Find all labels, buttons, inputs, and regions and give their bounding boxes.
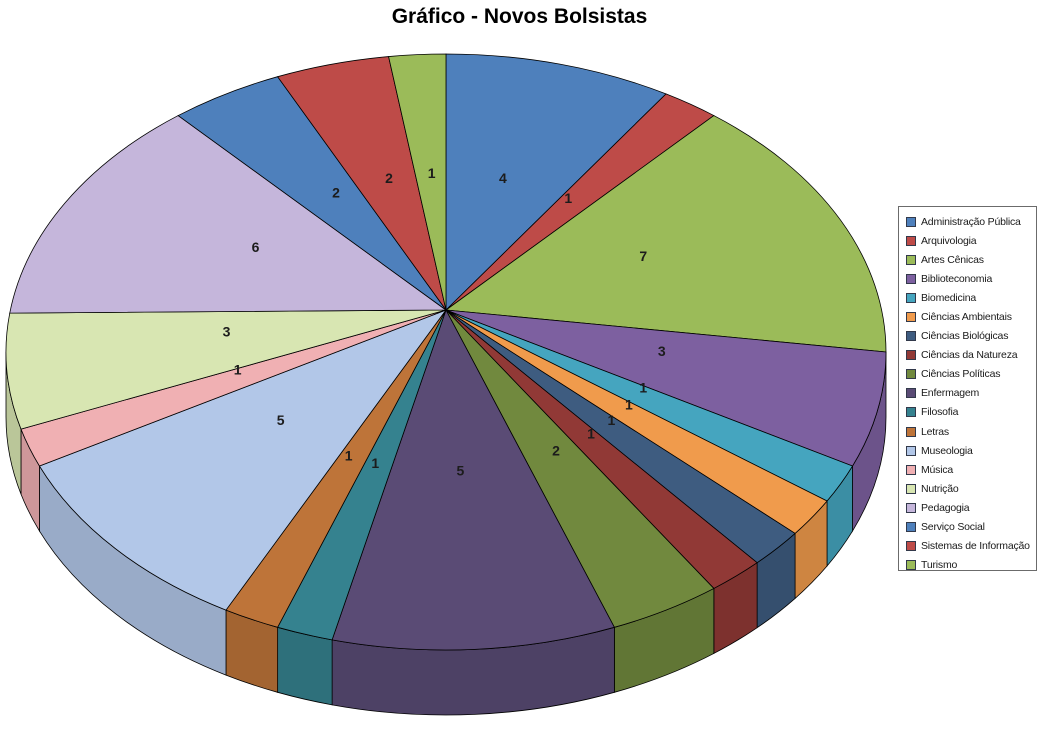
pie-slice-1 <box>445 53 667 311</box>
legend-label: Serviço Social <box>921 521 985 534</box>
legend-label: Ciências da Natureza <box>921 349 1018 362</box>
slice-value-label: 6 <box>252 239 260 255</box>
legend-label: Biblioteconomia <box>921 272 993 285</box>
legend-swatch-icon <box>906 312 916 323</box>
legend-label: Arquivologia <box>921 234 977 247</box>
slice-value-label: 1 <box>587 426 595 442</box>
legend-label: Filosofia <box>921 406 959 419</box>
slice-value-label: 3 <box>223 323 231 339</box>
legend-item: Pedagogia <box>899 498 1036 517</box>
legend-item: Biomedicina <box>899 288 1036 307</box>
legend-item: Letras <box>899 422 1036 441</box>
legend-swatch-icon <box>906 331 916 342</box>
slice-value-label: 5 <box>456 462 464 478</box>
legend-label: Artes Cênicas <box>921 253 984 266</box>
pie-slice-19 <box>388 53 447 311</box>
slice-value-label: 1 <box>234 362 242 378</box>
slice-value-label: 1 <box>371 455 379 471</box>
legend-swatch-icon <box>906 522 916 533</box>
legend-label: Música <box>921 463 954 476</box>
pie-slice-side-11 <box>277 626 333 706</box>
legend-item: Sistemas de Informação <box>899 537 1036 556</box>
legend-label: Biomedicina <box>921 291 976 304</box>
chart-title: Gráfico - Novos Bolsistas <box>391 5 648 28</box>
slice-value-label: 2 <box>552 443 560 459</box>
legend-label: Enfermagem <box>921 387 980 400</box>
slice-value-label: 1 <box>608 412 616 428</box>
legend-label: Nutrição <box>921 482 959 495</box>
slice-value-label: 1 <box>639 380 647 396</box>
legend-swatch-icon <box>906 464 916 475</box>
legend-item: Nutrição <box>899 479 1036 498</box>
pie-slice-4 <box>445 309 887 467</box>
slice-value-label: 7 <box>639 248 647 264</box>
legend-label: Museologia <box>921 444 973 457</box>
legend-label: Ciências Ambientais <box>921 311 1012 324</box>
legend-item: Filosofia <box>899 403 1036 422</box>
legend-item: Enfermagem <box>899 384 1036 403</box>
legend-swatch-icon <box>906 560 916 571</box>
pie-slice-3 <box>444 115 887 353</box>
slice-value-label: 1 <box>564 190 572 206</box>
slice-value-label: 1 <box>428 165 436 181</box>
legend-swatch-icon <box>906 350 916 361</box>
slice-value-label: 4 <box>499 170 507 186</box>
legend-label: Administração Pública <box>921 215 1021 228</box>
legend-label: Turismo <box>921 559 958 572</box>
legend-item: Biblioteconomia <box>899 269 1036 288</box>
slice-value-label: 1 <box>625 396 633 412</box>
legend-item: Ciências da Natureza <box>899 346 1036 365</box>
legend-item: Ciências Biológicas <box>899 327 1036 346</box>
legend-swatch-icon <box>906 254 916 265</box>
legend-item: Artes Cênicas <box>899 250 1036 269</box>
pie-slice-16 <box>9 115 448 314</box>
legend-label: Pedagogia <box>921 501 970 514</box>
legend-swatch-icon <box>906 445 916 456</box>
pie-slice-15 <box>5 309 447 430</box>
slice-value-label: 2 <box>332 185 340 201</box>
slice-value-label: 5 <box>277 412 285 428</box>
legend-item: Turismo <box>899 556 1036 575</box>
pie-slice-10 <box>331 308 615 651</box>
legend-item: Administração Pública <box>899 212 1036 231</box>
legend-item: Museologia <box>899 441 1036 460</box>
legend-item: Serviço Social <box>899 518 1036 537</box>
legend-label: Ciências Biológicas <box>921 330 1009 343</box>
legend-swatch-icon <box>906 426 916 437</box>
legend-swatch-icon <box>906 388 916 399</box>
legend-swatch-icon <box>906 273 916 284</box>
legend-item: Ciências Políticas <box>899 365 1036 384</box>
legend-swatch-icon <box>906 369 916 380</box>
slice-value-label: 2 <box>385 170 393 186</box>
legend-label: Ciências Políticas <box>921 368 1001 381</box>
legend-swatch-icon <box>906 541 916 552</box>
legend-item: Arquivologia <box>899 231 1036 250</box>
pie-slice-13 <box>38 309 448 611</box>
legend-swatch-icon <box>906 235 916 246</box>
legend-swatch-icon <box>906 407 916 418</box>
legend-item: Ciências Ambientais <box>899 307 1036 326</box>
legend-swatch-icon <box>906 216 916 227</box>
legend-swatch-icon <box>906 502 916 513</box>
slice-value-label: 1 <box>345 447 353 463</box>
legend-swatch-icon <box>906 292 916 303</box>
legend: Administração Pública Arquivologia Artes C… <box>898 206 1037 571</box>
legend-swatch-icon <box>906 483 916 494</box>
legend-label: Letras <box>921 425 949 438</box>
legend-item: Música <box>899 460 1036 479</box>
slice-value-label: 3 <box>658 343 666 359</box>
legend-label: Sistemas de Informação <box>921 540 1030 553</box>
